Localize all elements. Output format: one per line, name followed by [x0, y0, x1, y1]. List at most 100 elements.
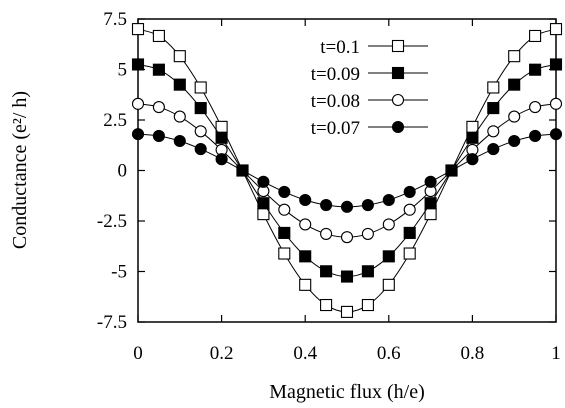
data-point [382, 278, 395, 291]
data-point [466, 120, 479, 133]
data-point [445, 164, 458, 177]
data-point [152, 29, 165, 43]
data-point [131, 23, 145, 36]
data-point [194, 143, 207, 156]
data-point [194, 102, 207, 115]
data-point [466, 131, 479, 144]
data-point [382, 193, 395, 207]
data-point [215, 120, 228, 133]
data-point [215, 131, 228, 144]
data-point [529, 63, 542, 76]
data-point [487, 125, 500, 138]
data-point [257, 175, 270, 188]
data-point [173, 110, 186, 123]
data-point [173, 50, 186, 63]
data-point [278, 185, 291, 198]
data-point [487, 143, 500, 156]
x-tick-label: 0.6 [377, 343, 401, 364]
legend-marker [391, 39, 405, 53]
data-point [173, 78, 186, 91]
data-point [403, 185, 416, 198]
y-axis-label: Conductance (e²/ h) [9, 91, 31, 249]
axis-ticks: 0 0.2 0.4 0.6 0.8 1 7.5 5 2.5 0 -2.5 -5 -7.5 [97, 9, 561, 364]
series-1 [131, 23, 563, 318]
data-point [320, 298, 333, 312]
y-tick-label: -2.5 [97, 211, 127, 232]
legend-label: t=0.07 [311, 118, 360, 139]
y-tick-label: 5 [118, 60, 128, 81]
data-point [487, 102, 500, 115]
data-point [340, 200, 354, 213]
x-tick-label: 0 [133, 343, 143, 364]
x-tick-label: 0.2 [210, 343, 234, 364]
data-point [549, 97, 563, 110]
legend-marker [391, 93, 405, 107]
data-point [215, 153, 228, 166]
data-point [152, 101, 165, 114]
data-point [529, 129, 542, 143]
legend: t=0.1 t=0.09 t=0.08 t=0.07 [311, 37, 428, 139]
data-point [278, 247, 291, 260]
data-point [299, 218, 312, 231]
data-point [403, 226, 416, 239]
data-point [152, 63, 165, 76]
series-2 [131, 58, 563, 283]
series-4 [131, 128, 563, 213]
legend-label: t=0.08 [311, 91, 360, 112]
data-point [131, 128, 145, 141]
data-point [361, 298, 374, 312]
data-point [382, 250, 395, 263]
series-layer [131, 23, 563, 318]
y-tick-label: 0 [118, 161, 128, 182]
data-point [194, 125, 207, 138]
data-point [299, 250, 312, 263]
data-point [403, 247, 416, 260]
data-point [152, 129, 165, 143]
data-point [257, 208, 270, 221]
data-point [361, 227, 374, 240]
data-point [382, 218, 395, 231]
data-point [320, 265, 333, 278]
data-point [131, 97, 145, 110]
data-point [299, 278, 312, 291]
data-point [340, 270, 354, 283]
legend-label: t=0.09 [311, 64, 360, 85]
data-point [508, 134, 521, 148]
data-point [173, 134, 186, 148]
legend-marker [391, 120, 405, 134]
data-point [131, 58, 145, 71]
data-point [340, 305, 354, 318]
data-point [424, 208, 437, 221]
data-point [299, 193, 312, 207]
data-point [508, 110, 521, 123]
data-point [424, 175, 437, 188]
x-axis-label: Magnetic flux (h/e) [269, 381, 425, 403]
data-point [278, 226, 291, 239]
y-tick-label: 7.5 [103, 9, 127, 30]
legend-marker [391, 66, 405, 80]
x-tick-label: 0.4 [293, 343, 317, 364]
data-point [549, 58, 563, 71]
data-point [424, 197, 437, 210]
data-point [403, 203, 416, 216]
data-point [320, 227, 333, 240]
data-point [236, 164, 249, 177]
data-point [549, 23, 563, 36]
data-point [340, 231, 354, 244]
data-point [549, 128, 563, 141]
y-tick-label: -7.5 [97, 312, 127, 333]
legend-label: t=0.1 [320, 37, 360, 58]
data-point [361, 265, 374, 278]
data-point [361, 198, 374, 212]
data-point [278, 203, 291, 216]
data-point [320, 198, 333, 212]
data-point [508, 50, 521, 63]
x-tick-label: 0.8 [461, 343, 485, 364]
data-point [529, 101, 542, 114]
y-tick-label: -5 [111, 262, 127, 283]
data-point [487, 81, 500, 94]
data-point [257, 197, 270, 210]
data-point [529, 29, 542, 43]
series-3 [131, 97, 563, 244]
